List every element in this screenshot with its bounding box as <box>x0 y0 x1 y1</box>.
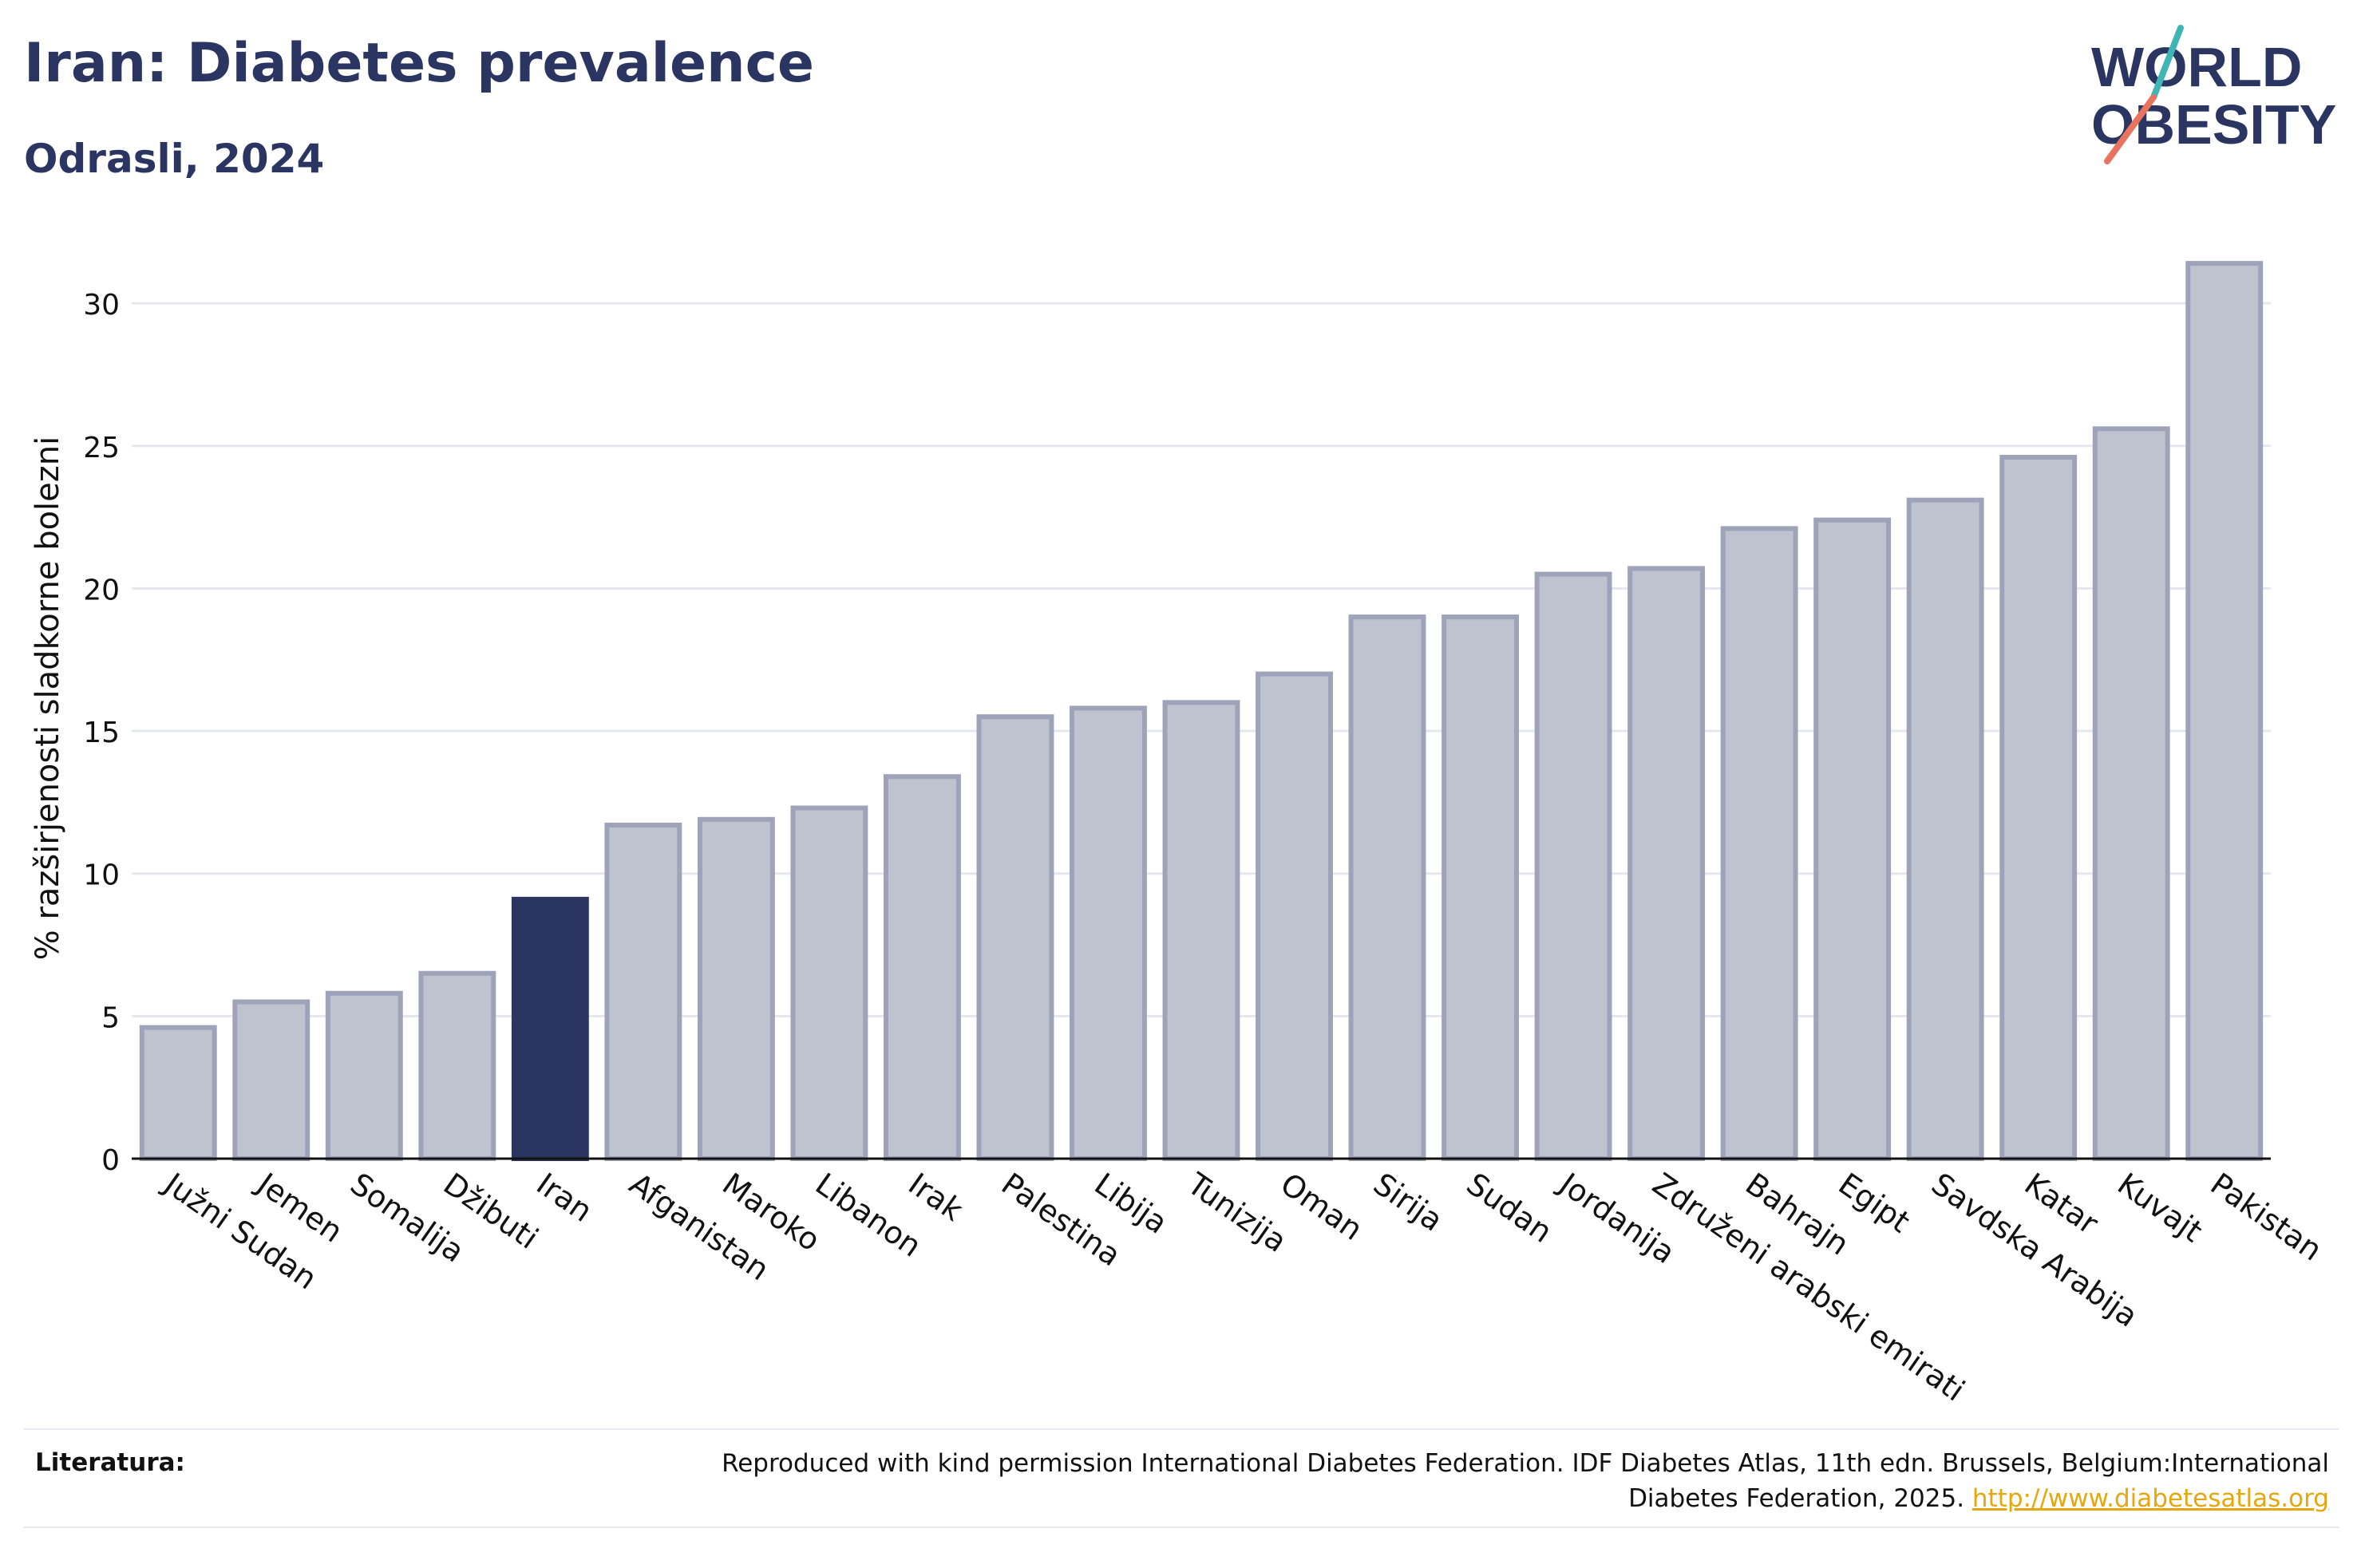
chart-title: Iran: Diabetes prevalence <box>24 32 815 95</box>
logo-line1: WORLD <box>2091 36 2302 98</box>
bar-libanon <box>790 805 868 1161</box>
bar-kuvajt <box>2092 426 2170 1161</box>
bar-jordanija <box>1534 571 1612 1161</box>
bar-katar <box>1999 455 2078 1161</box>
bar-irak <box>883 774 961 1162</box>
bar-egipt <box>1813 517 1892 1161</box>
logo-slash-coral <box>2104 94 2157 164</box>
bar-pakistan <box>2185 261 2264 1161</box>
bar-somalija <box>325 990 403 1161</box>
x-tick-label: Tunizija <box>1180 1166 1293 1259</box>
y-axis-label: % razširjenosti sladkorne bolezni <box>30 436 66 961</box>
footer-divider-top <box>24 1428 2339 1430</box>
y-tick-label: 20 <box>83 574 120 606</box>
bar-maroko <box>697 816 775 1161</box>
x-tick-label: Iran <box>530 1166 599 1229</box>
bar-libija <box>1070 705 1147 1161</box>
footer-label: Literatura: <box>35 1448 185 1477</box>
y-tick-label: 30 <box>83 289 120 322</box>
y-tick-label: 25 <box>83 432 120 464</box>
y-tick-label: 10 <box>83 859 120 892</box>
bar-zdru-eni-arabski-emirati <box>1627 566 1706 1161</box>
bar-tunizija <box>1162 700 1240 1161</box>
bar-bahrajn <box>1720 526 1798 1161</box>
x-tick-label: Sudan <box>1460 1166 1558 1250</box>
x-tick-label: Irak <box>902 1166 969 1227</box>
logo-slash-teal <box>2150 25 2184 101</box>
bar-savdska-arabija <box>1906 497 1984 1161</box>
y-tick-label: 0 <box>101 1144 120 1177</box>
bar-ju-ni-sudan <box>139 1025 217 1161</box>
x-tick-label: Libanon <box>809 1166 928 1263</box>
bar-afganistan <box>604 822 682 1161</box>
bar-oman <box>1256 671 1333 1161</box>
chart-subtitle: Odrasli, 2024 <box>24 136 325 182</box>
bar-jemen <box>232 999 310 1161</box>
footer-reference: Reproduced with kind permission Internat… <box>669 1446 2329 1516</box>
footer-text: Reproduced with kind permission Internat… <box>722 1449 2329 1513</box>
bar-sirija <box>1348 614 1426 1161</box>
footer-link[interactable]: http://www.diabetesatlas.org <box>1971 1484 2329 1513</box>
y-tick-label: 15 <box>83 717 120 749</box>
footer-divider-bottom <box>24 1527 2339 1528</box>
y-tick-label: 5 <box>101 1001 120 1034</box>
x-tick-label: Sirija <box>1367 1166 1449 1238</box>
x-tick-label: Pakistan <box>2205 1166 2329 1267</box>
bar-palestina <box>976 714 1054 1161</box>
bar-sudan <box>1442 614 1520 1161</box>
bar-iran <box>511 896 589 1162</box>
world-obesity-logo: WORLD OBESITY <box>2091 25 2336 164</box>
x-tick-label: Kuvajt <box>2111 1166 2209 1249</box>
bar-d-ibuti <box>418 970 496 1161</box>
